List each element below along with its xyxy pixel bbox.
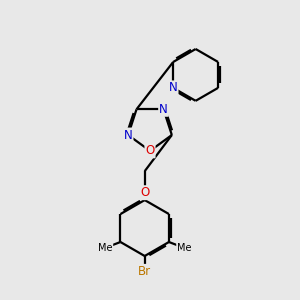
Text: N: N — [124, 128, 133, 142]
Text: Me: Me — [177, 244, 191, 254]
Text: N: N — [169, 81, 178, 94]
Text: O: O — [140, 186, 149, 199]
Text: N: N — [159, 103, 168, 116]
Text: Br: Br — [138, 265, 151, 278]
Text: Me: Me — [98, 244, 112, 254]
Text: O: O — [146, 144, 154, 158]
